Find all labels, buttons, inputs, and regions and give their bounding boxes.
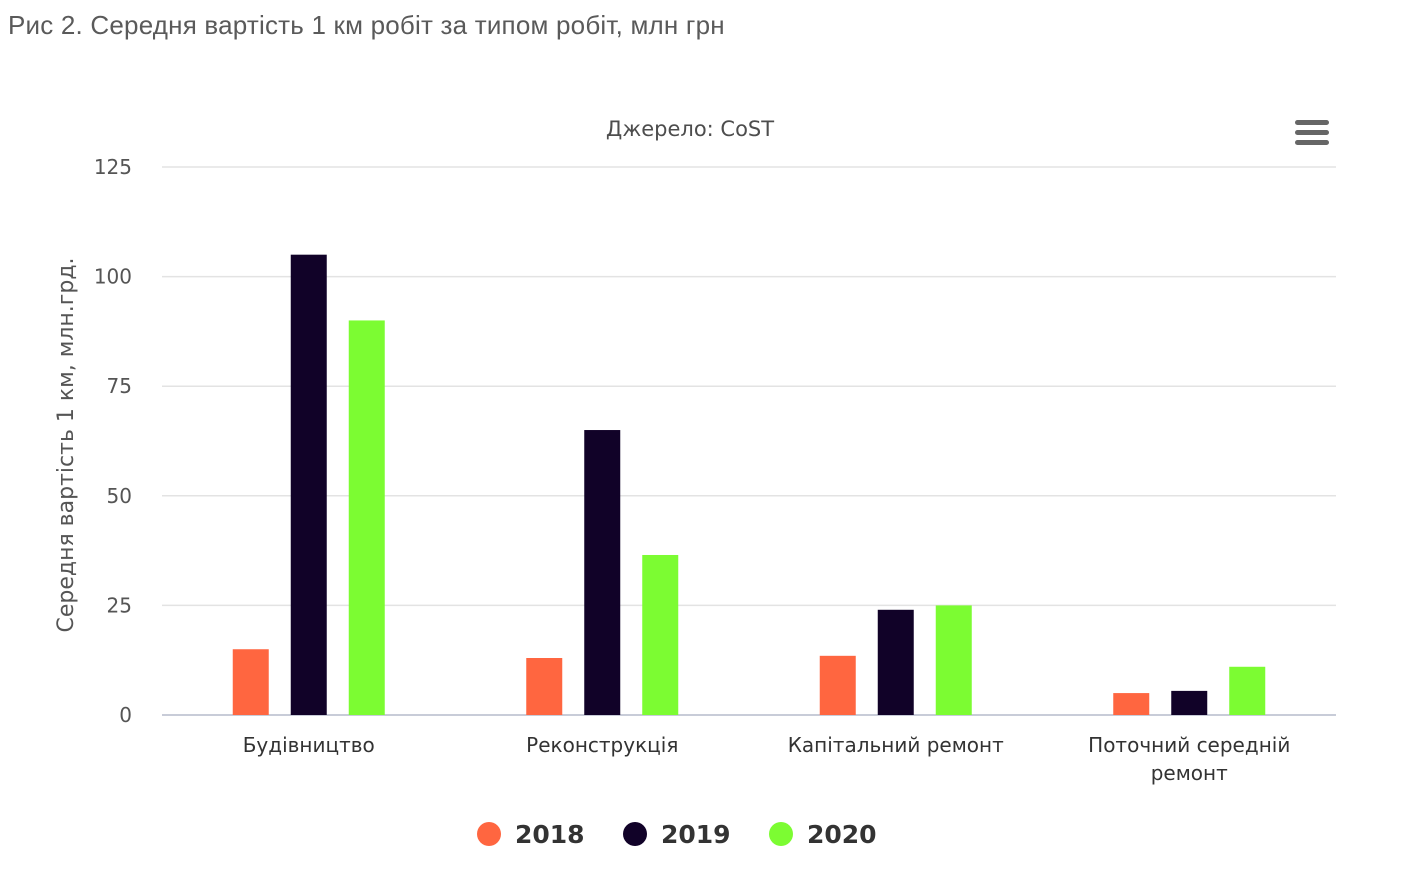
y-tick-label: 25 xyxy=(107,593,132,617)
y-tick-label: 75 xyxy=(107,374,132,398)
y-tick-label: 100 xyxy=(94,265,132,289)
bar-2019[interactable] xyxy=(1171,690,1208,715)
x-tick-label: Поточний середній xyxy=(1088,733,1290,757)
bar-2020[interactable] xyxy=(642,554,679,715)
bar-2018[interactable] xyxy=(1113,693,1150,715)
legend-item-2018[interactable]: 2018 xyxy=(477,820,585,849)
x-tick-label: Капітальний ремонт xyxy=(788,733,1004,757)
bar-2019[interactable] xyxy=(584,430,621,715)
legend-item-2020[interactable]: 2020 xyxy=(769,820,877,849)
x-tick-label: ремонт xyxy=(1151,761,1228,785)
x-tick-label: Реконструкція xyxy=(526,733,678,757)
bar-2020[interactable] xyxy=(1229,666,1266,715)
bar-2019[interactable] xyxy=(290,254,327,715)
legend-label: 2019 xyxy=(661,820,731,849)
chart-subtitle: Джерело: CoST xyxy=(606,117,774,141)
y-tick-label: 125 xyxy=(94,155,132,179)
y-axis-title: Середня вартість 1 км, млн.грд. xyxy=(54,257,79,632)
page-title: Рис 2. Середня вартість 1 км робіт за ти… xyxy=(8,10,725,40)
legend-item-2019[interactable]: 2019 xyxy=(623,820,731,849)
bar-2020[interactable] xyxy=(348,320,385,715)
bar-2019[interactable] xyxy=(877,609,914,715)
bar-2018[interactable] xyxy=(232,649,269,715)
x-tick-label: Будівництво xyxy=(243,733,375,757)
y-tick-label: 0 xyxy=(119,703,132,727)
legend-marker xyxy=(769,822,793,846)
bar-2020[interactable] xyxy=(935,605,972,715)
bar-2018[interactable] xyxy=(819,655,856,715)
legend-marker xyxy=(477,822,501,846)
legend-label: 2020 xyxy=(807,820,877,849)
hamburger-menu-icon[interactable] xyxy=(1292,116,1332,148)
legend-label: 2018 xyxy=(515,820,585,849)
legend-marker xyxy=(623,822,647,846)
y-tick-label: 50 xyxy=(107,484,132,508)
bar-2018[interactable] xyxy=(526,658,563,715)
